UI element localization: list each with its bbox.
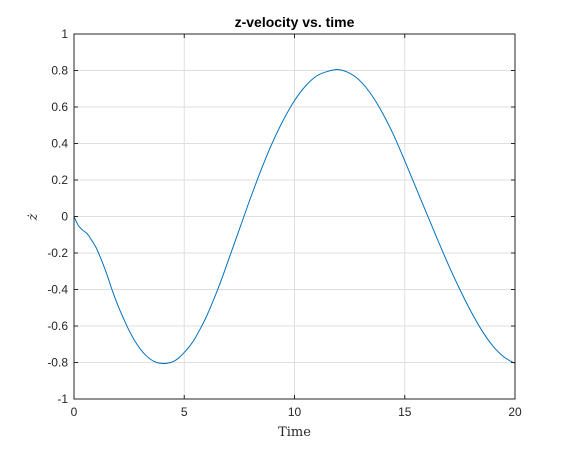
y-tick-label: 0.6 <box>51 100 68 114</box>
x-axis-label: Time <box>278 425 311 440</box>
y-tick-label: 0 <box>61 210 68 224</box>
y-tick-label: 0.8 <box>51 64 68 78</box>
grid <box>74 34 515 399</box>
y-tick-label: 1 <box>61 27 68 41</box>
x-tick-label: 10 <box>288 405 302 419</box>
y-tick-labels: -1 -0.8 -0.6 -0.4 -0.2 0 0.2 0.4 0.6 0.8 1 <box>47 27 68 406</box>
series-layer <box>73 69 516 365</box>
x-tick-label: 20 <box>508 405 522 419</box>
x-tick-label: 0 <box>71 405 78 419</box>
y-tick-label: -0.2 <box>47 246 68 260</box>
y-axis-label: ż <box>26 213 41 221</box>
x-tick-labels: 0 5 10 15 20 <box>71 405 522 419</box>
y-tick-label: 0.4 <box>51 137 68 151</box>
y-tick-label: -0.8 <box>47 356 68 370</box>
y-tick-label: -0.6 <box>47 319 68 333</box>
y-tick-label: -1 <box>57 392 68 406</box>
chart-title: z-velocity vs. time <box>235 14 355 30</box>
ticks <box>73 33 516 400</box>
series-line <box>73 69 516 365</box>
y-tick-label: -0.4 <box>47 283 68 297</box>
y-tick-label: 0.2 <box>51 173 68 187</box>
x-tick-label: 15 <box>398 405 412 419</box>
x-tick-label: 5 <box>181 405 188 419</box>
